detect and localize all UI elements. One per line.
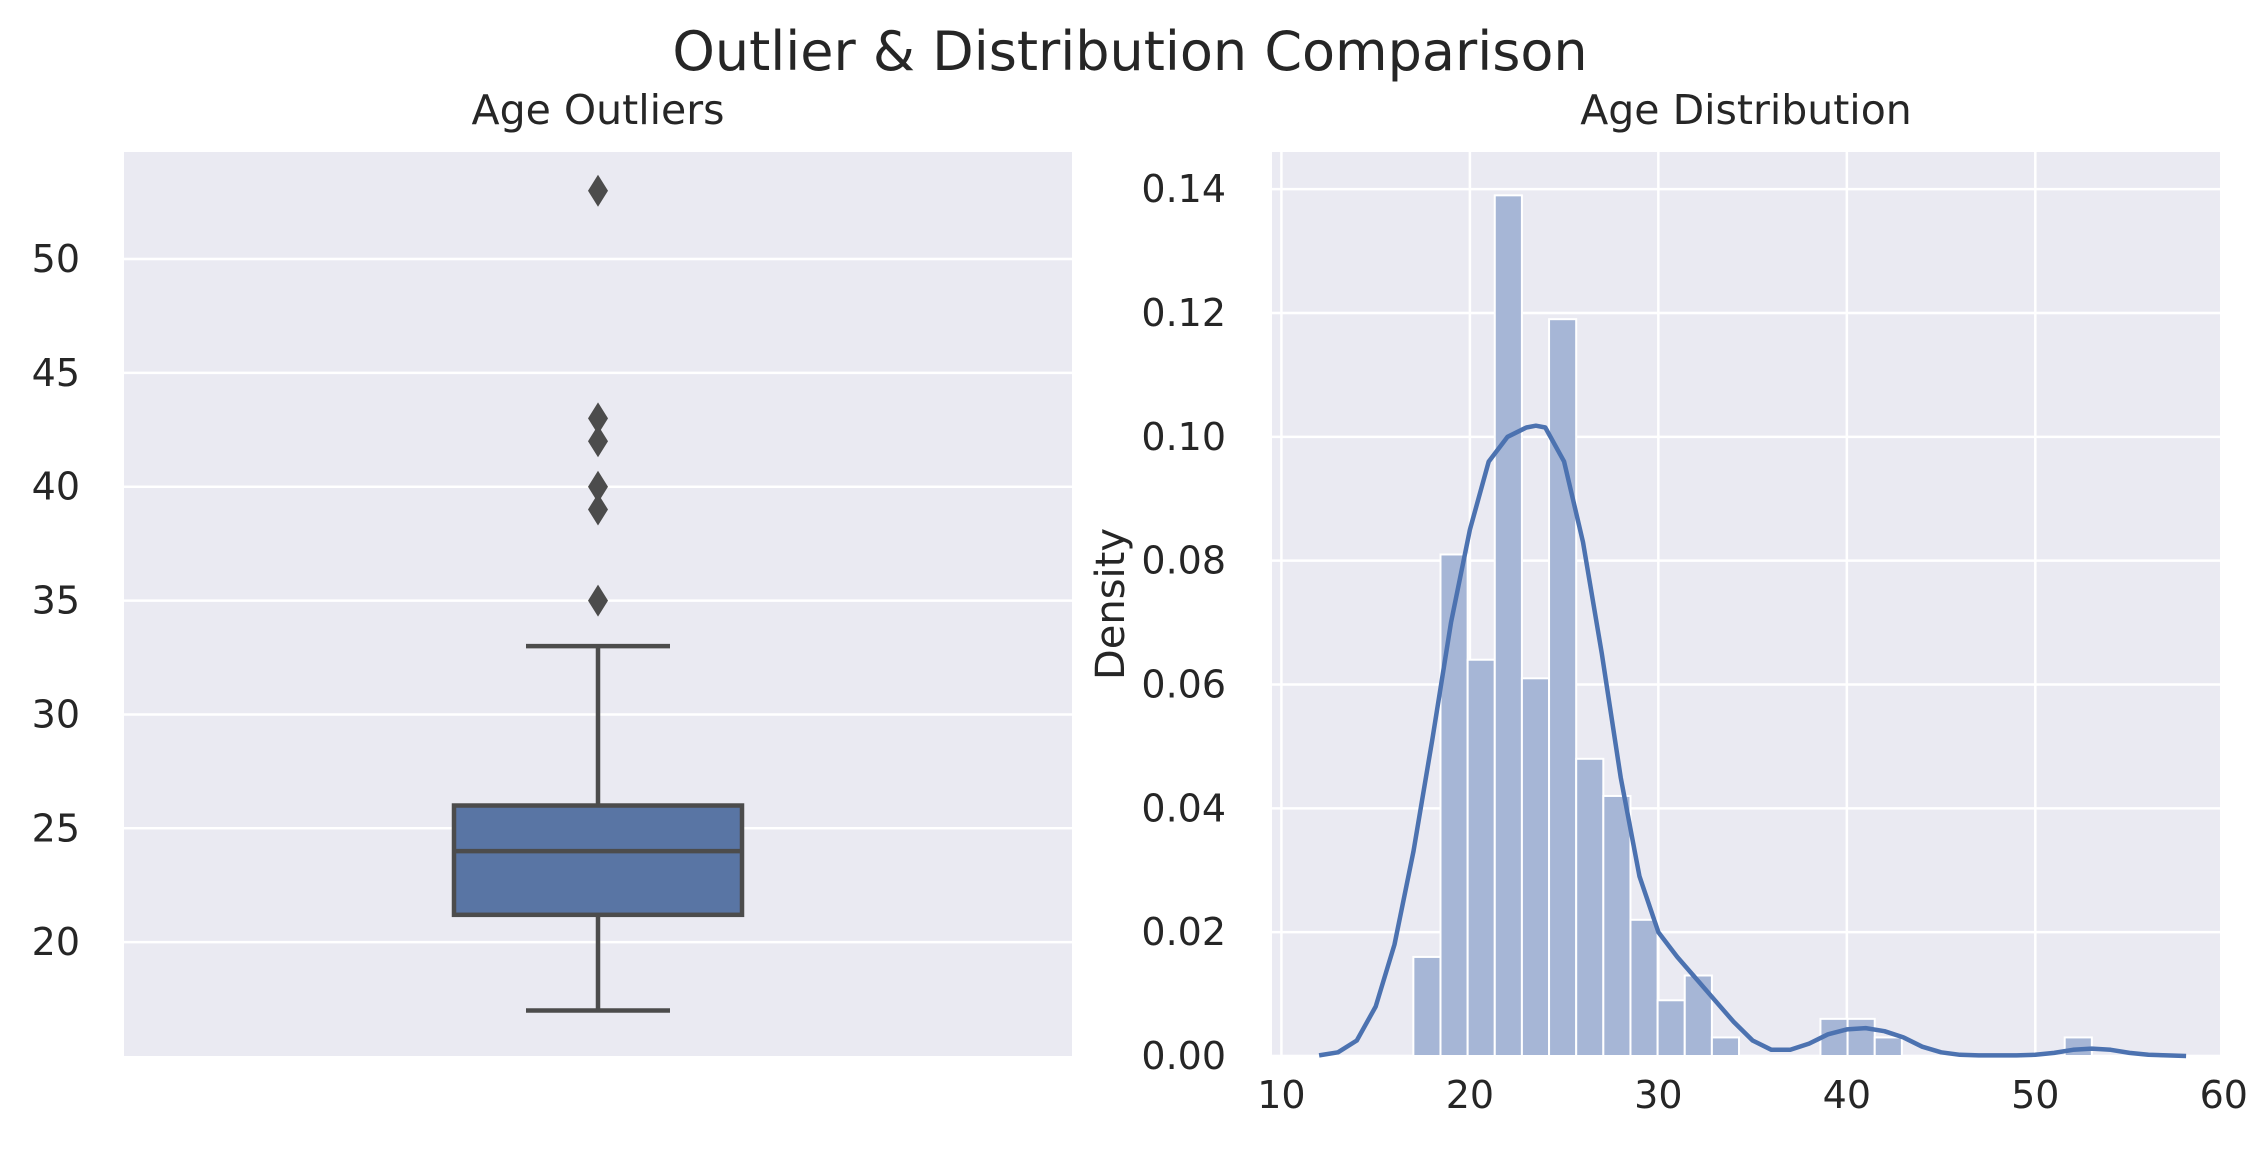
box-plot-title: Age Outliers [472, 86, 725, 134]
box-plot-y-tick-label: 25 [32, 806, 80, 850]
box-plot-box [451, 803, 745, 918]
box-plot-y-tick-labels: 20 25 30 35 40 45 50 [32, 237, 80, 964]
box-plot-outlier [588, 470, 608, 503]
box-plot-y-tick-label: 45 [32, 351, 80, 395]
histogram-bars [1412, 194, 2093, 1058]
box-plot-outlier [588, 493, 608, 526]
histogram-bar [1602, 794, 1632, 1057]
box-plot-y-tick-label: 35 [32, 579, 80, 623]
histogram-y-tick-label: 0.04 [1141, 786, 1226, 830]
box-plot-y-tick-label: 30 [32, 692, 80, 736]
histogram-panel: Age Distribution Density 0.000.020.040.0… [1088, 86, 2248, 1117]
box-plot-y-tick-label: 20 [32, 920, 80, 964]
histogram-bar [1412, 955, 1442, 1058]
box-plot-outlier [588, 584, 608, 617]
histogram-title: Age Distribution [1580, 86, 1912, 134]
histogram-y-tick-label: 0.14 [1141, 167, 1226, 211]
box-plot-y-tick-label: 50 [32, 237, 80, 281]
kde-curve [1318, 423, 2187, 1059]
box-plot-outlier [588, 425, 608, 458]
histogram-bar [1493, 194, 1523, 1057]
histogram-y-tick-label: 0.08 [1141, 539, 1226, 583]
histogram-x-tick-label: 30 [1634, 1073, 1682, 1117]
histogram-bar [1520, 677, 1551, 1058]
histogram-bar [1710, 1036, 1741, 1058]
histogram-bar [1873, 1036, 1903, 1058]
histogram-bar [1548, 318, 1578, 1057]
histogram-y-axis-label: Density [1088, 528, 1134, 680]
histogram-y-tick-label: 0.02 [1141, 910, 1226, 954]
box-plot-outlier [588, 402, 608, 435]
figure-title: Outlier & Distribution Comparison [672, 20, 1587, 83]
histogram-bar [1575, 757, 1605, 1057]
histogram-bar [1656, 999, 1686, 1058]
histogram-x-tick-label: 60 [2200, 1073, 2248, 1117]
box-plot-outlier [588, 174, 608, 207]
histogram-y-tick-label: 0.10 [1141, 415, 1226, 459]
histogram-tick-labels: 0.00 0.02 0.04 0.06 0.08 0.10 0.12 0.14 10 20 30 40… [1141, 167, 2248, 1117]
box-plot-panel: Age Outliers 20 25 30 35 40 45 50 [32, 86, 1072, 1056]
histogram-x-tick-label: 10 [1257, 1073, 1305, 1117]
histogram-x-tick-label: 40 [1823, 1073, 1871, 1117]
histogram-x-tick-label: 50 [2011, 1073, 2059, 1117]
histogram-y-tick-label: 0.00 [1141, 1034, 1226, 1078]
box-plot-y-tick-label: 40 [32, 465, 80, 509]
histogram-bar [1629, 918, 1659, 1057]
histogram-bar [1439, 553, 1469, 1057]
histogram-x-tick-label: 20 [1446, 1073, 1494, 1117]
histogram-kde [1318, 423, 2187, 1059]
histogram-bar [1683, 974, 1713, 1057]
histogram-bar [1846, 1017, 1876, 1057]
histogram-bar [1466, 658, 1496, 1057]
box-plot-marks [451, 174, 745, 1013]
histogram-background [1272, 152, 2220, 1056]
histogram-y-tick-label: 0.06 [1141, 662, 1226, 706]
histogram-y-tick-label: 0.12 [1141, 291, 1226, 335]
